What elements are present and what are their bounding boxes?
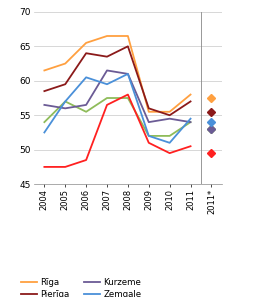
Legend: Rīga, Pierīga, Vidzeme, Kurzeme, Zemgale, Latgale: Rīga, Pierīga, Vidzeme, Kurzeme, Zemgale… <box>21 278 141 297</box>
